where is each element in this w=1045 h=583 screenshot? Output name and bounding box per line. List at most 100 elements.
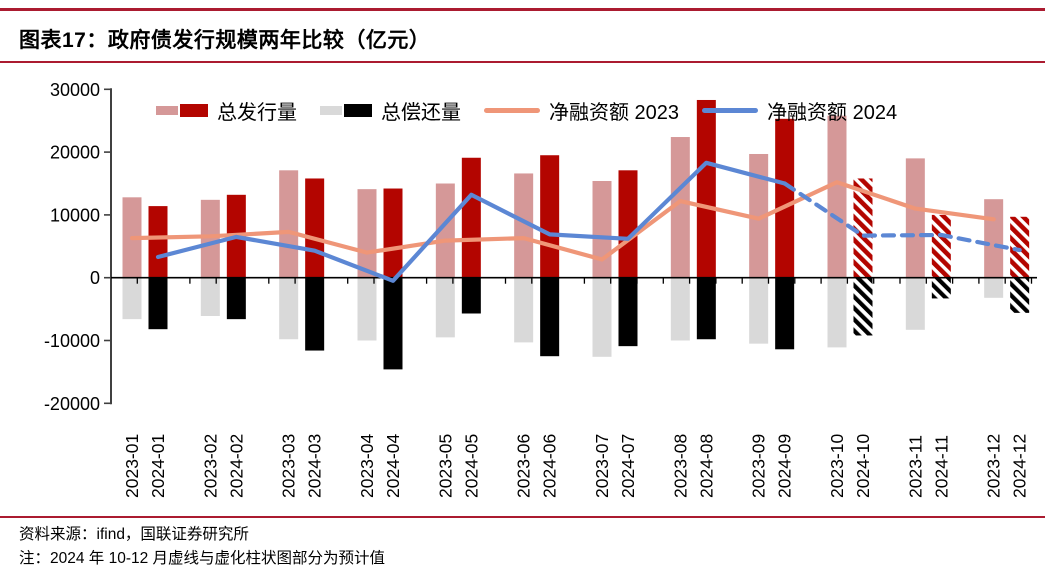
bar-repayment-2024-07 (618, 277, 638, 347)
source-line: 资料来源：ifind，国联证券研究所 (19, 526, 249, 543)
bar-repayment-2024-11 (931, 277, 951, 299)
bar-issuance-2023-04 (357, 189, 377, 278)
bar-issuance-2023-12 (984, 199, 1004, 278)
bar-issuance-2024-05 (461, 157, 481, 278)
x-label-2023-06: 2023-06 (514, 434, 534, 498)
bar-repayment-2023-06 (514, 277, 534, 343)
bar-repayment-2024-10 (853, 277, 873, 336)
x-label-2024-02: 2024-02 (226, 434, 246, 498)
legend-label-net-2024: 净融资额 2024 (767, 102, 898, 124)
bar-issuance-2023-02 (200, 199, 220, 278)
bar-issuance-2023-06 (514, 173, 534, 278)
line-net-2024-forecast (782, 181, 1022, 253)
bar-repayment-2023-03 (279, 277, 299, 340)
bar-issuance-2024-09 (775, 118, 795, 278)
repayment-2024-swatch-icon (344, 104, 372, 117)
bar-issuance-2024-06 (540, 155, 560, 278)
title-underline-rule (0, 61, 1045, 63)
bar-repayment-2023-10 (827, 277, 847, 348)
bar-repayment-2023-08 (670, 277, 690, 341)
top-rule (0, 8, 1045, 11)
legend-label-issuance: 总发行量 (217, 102, 297, 124)
y-tick-label: -20000 (44, 394, 100, 414)
bar-issuance-2023-07 (592, 180, 612, 278)
x-label-2024-09: 2024-09 (775, 434, 795, 498)
y-tick-label: -10000 (44, 331, 100, 351)
x-label-2023-08: 2023-08 (670, 434, 690, 498)
legend-item-issuance: 总发行量 (156, 96, 297, 125)
bar-repayment-2023-01 (122, 277, 142, 320)
bar-repayment-2024-08 (696, 277, 716, 340)
bar-repayment-2023-09 (749, 277, 769, 344)
y-tick-label: 20000 (50, 143, 100, 163)
bar-repayment-2024-05 (461, 277, 481, 314)
bar-issuance-2023-08 (670, 137, 690, 278)
bar-issuance-2024-01 (148, 206, 168, 278)
x-label-2023-11: 2023-11 (905, 435, 925, 498)
bar-issuance-2024-08 (696, 99, 716, 278)
x-label-2024-07: 2024-07 (618, 434, 638, 498)
bar-repayment-2024-04 (383, 277, 403, 370)
x-label-2024-06: 2024-06 (540, 434, 560, 498)
y-tick-label: 30000 (50, 80, 100, 100)
bar-issuance-2024-10 (853, 178, 873, 278)
repayment-2023-swatch-icon (320, 106, 342, 115)
legend-swatch-pair-repayment (320, 104, 372, 117)
x-label-2024-01: 2024-01 (148, 434, 168, 498)
footer-rule (0, 516, 1045, 518)
note-line: 注：2024 年 10-12 月虚线与虚化柱状图部分为预计值 (19, 550, 386, 567)
bar-repayment-2024-01 (148, 277, 168, 330)
bar-repayment-2023-07 (592, 277, 612, 357)
bar-issuance-2023-05 (435, 183, 455, 278)
legend-item-net-2023: 净融资额 2023 (484, 96, 679, 125)
net-2023-line-swatch-icon (484, 108, 540, 113)
bar-issuance-2024-04 (383, 188, 403, 278)
bar-repayment-2024-03 (305, 277, 325, 351)
bar-repayment-2024-06 (540, 277, 560, 357)
issuance-2023-swatch-icon (156, 106, 178, 115)
x-label-2023-07: 2023-07 (592, 434, 612, 498)
bar-repayment-2023-02 (200, 277, 220, 317)
bar-repayment-2024-09 (775, 277, 795, 350)
line-net-2024-actual (155, 160, 787, 283)
chart-legend: 总发行量 总偿还量 净融资额 2023 净融资额 2024 (156, 96, 897, 125)
line-net-2023 (129, 180, 996, 262)
x-label-2023-02: 2023-02 (200, 434, 220, 498)
legend-item-net-2024: 净融资额 2024 (702, 96, 897, 125)
bar-repayment-2023-05 (435, 277, 455, 338)
bar-repayment-2023-04 (357, 277, 377, 341)
legend-swatch-pair-issuance (156, 104, 208, 117)
x-label-2024-04: 2024-04 (383, 434, 403, 498)
x-label-2023-09: 2023-09 (749, 434, 769, 498)
x-label-2024-03: 2024-03 (305, 434, 325, 498)
net-2024-line-swatch-icon (702, 108, 759, 113)
x-label-2023-12: 2023-12 (984, 434, 1004, 498)
x-label-2024-12: 2024-12 (1010, 434, 1030, 498)
bar-issuance-2024-12 (1010, 216, 1030, 278)
y-tick-label: 0 (90, 268, 100, 288)
x-label-2024-11: 2024-11 (931, 435, 951, 498)
figure-title: 图表17：政府债发行规模两年比较（亿元） (19, 29, 431, 52)
legend-item-repayment: 总偿还量 (320, 96, 461, 125)
legend-label-net-2023: 净融资额 2023 (549, 102, 680, 124)
x-label-2023-03: 2023-03 (279, 434, 299, 498)
legend-label-repayment: 总偿还量 (381, 102, 461, 124)
bar-repayment-2023-11 (905, 277, 925, 330)
x-label-2023-01: 2023-01 (122, 434, 142, 498)
bar-issuance-2023-10 (827, 115, 847, 278)
x-label-2023-04: 2023-04 (357, 434, 377, 498)
issuance-2024-swatch-icon (180, 104, 208, 117)
x-label-2023-10: 2023-10 (827, 434, 847, 498)
bar-repayment-2024-12 (1010, 277, 1030, 313)
bar-issuance-2024-03 (305, 178, 325, 278)
bar-issuance-2023-11 (905, 158, 925, 278)
x-label-2024-10: 2024-10 (853, 434, 873, 498)
bar-issuance-2024-11 (931, 214, 951, 278)
bar-issuance-2023-09 (749, 153, 769, 278)
bar-repayment-2024-02 (226, 277, 246, 320)
bar-issuance-2023-03 (279, 170, 299, 278)
x-label-2023-05: 2023-05 (435, 434, 455, 498)
y-tick-label: 10000 (50, 205, 100, 225)
